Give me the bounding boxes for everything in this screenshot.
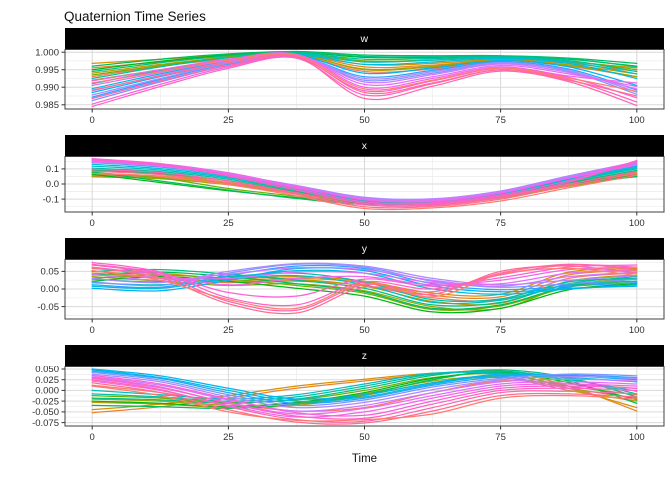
facet-strip-y: y <box>65 238 664 259</box>
svg-text:0.1: 0.1 <box>46 164 59 175</box>
svg-text:1.000: 1.000 <box>35 49 59 58</box>
facet-strip-z-label: z <box>361 349 368 362</box>
svg-text:25: 25 <box>223 432 234 443</box>
svg-text:50: 50 <box>359 115 370 126</box>
svg-text:0.000: 0.000 <box>35 386 59 397</box>
svg-text:50: 50 <box>359 432 370 443</box>
svg-text:0.0: 0.0 <box>46 179 59 190</box>
svg-text:0.985: 0.985 <box>35 100 59 111</box>
facet-strip-x-label: x <box>361 139 368 152</box>
svg-text:-0.05: -0.05 <box>37 302 59 313</box>
svg-text:0.00: 0.00 <box>41 284 60 295</box>
svg-text:75: 75 <box>495 218 506 229</box>
facet-w-panel: 0 25 50 75 100 1.000 0.995 0.990 0.985 <box>35 49 665 126</box>
facet-w: w 0 25 50 75 100 1.000 0.995 0.990 0.985 <box>0 28 672 135</box>
x-axis-title: Time <box>351 453 378 465</box>
svg-text:0.990: 0.990 <box>35 82 59 93</box>
svg-text:75: 75 <box>495 432 506 443</box>
svg-text:100: 100 <box>629 432 645 443</box>
facet-z-panel: 0 25 50 75 100 0.0500.0250.000-0.025-0.050-0.… <box>32 366 665 443</box>
svg-text:100: 100 <box>629 218 645 229</box>
svg-text:100: 100 <box>629 115 645 126</box>
svg-text:50: 50 <box>359 218 370 229</box>
facet-y-panel: 0 25 50 75 100 0.05 0.00 -0.05 <box>37 259 665 336</box>
svg-text:0: 0 <box>90 115 95 126</box>
svg-text:75: 75 <box>495 115 506 126</box>
svg-text:100: 100 <box>629 325 645 336</box>
svg-text:25: 25 <box>223 115 234 126</box>
svg-text:50: 50 <box>359 325 370 336</box>
svg-text:-0.1: -0.1 <box>43 194 59 205</box>
facet-y: y 0 25 50 75 100 0.05 0.00 -0.05 <box>0 238 672 345</box>
svg-text:0: 0 <box>90 325 95 336</box>
svg-text:0.025: 0.025 <box>35 375 59 386</box>
svg-text:25: 25 <box>223 218 234 229</box>
facet-strip-w: w <box>65 28 664 49</box>
svg-text:25: 25 <box>223 325 234 336</box>
facet-x-panel: 0 25 50 75 100 0.1 0.0 -0.1 <box>43 156 665 229</box>
facet-z: z 0 25 50 75 100 0.050 0.025 0.000 -0.025 -0.050-… <box>0 345 672 452</box>
svg-text:0.995: 0.995 <box>35 65 59 76</box>
svg-text:0: 0 <box>90 218 95 229</box>
svg-text:75: 75 <box>495 325 506 336</box>
svg-text:-0.075: -0.075 <box>32 418 59 429</box>
facet-strip-x: x <box>65 135 664 156</box>
facet-strip-z: z <box>65 345 664 366</box>
svg-text:-0.025: -0.025 <box>32 396 59 407</box>
svg-text:0.050: 0.050 <box>35 366 59 375</box>
facet-x: x 0 25 50 75 100 0.1 0.0 -0.1 <box>0 135 672 238</box>
svg-text:-0.050: -0.050 <box>32 407 59 418</box>
svg-text:0: 0 <box>90 432 95 443</box>
facet-strip-w-label: w <box>360 32 369 45</box>
chart-title: Quaternion Time Series <box>64 9 206 24</box>
svg-text:0.05: 0.05 <box>41 267 60 278</box>
facet-strip-y-label: y <box>361 242 368 255</box>
